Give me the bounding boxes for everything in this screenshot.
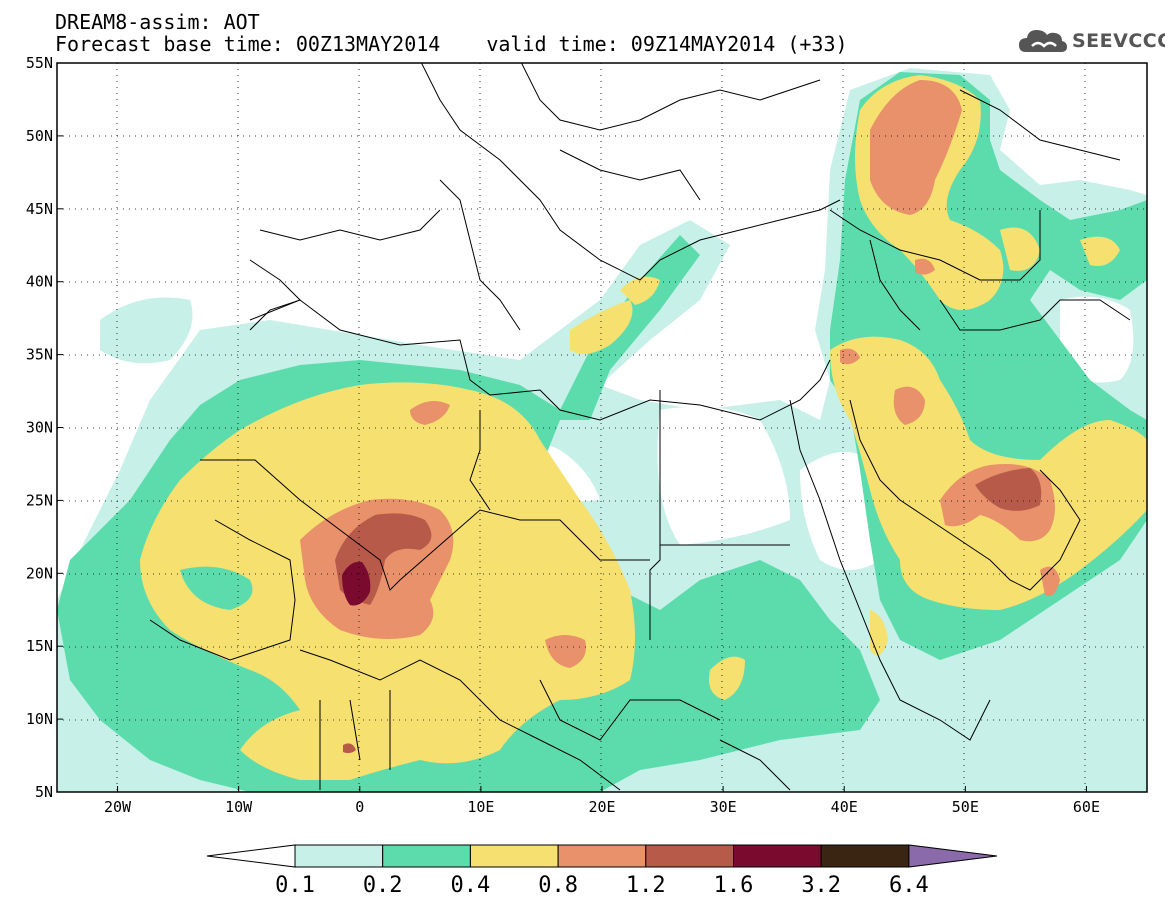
lon-label: 10E <box>467 798 494 816</box>
base-time: Forecast base time: 00Z13MAY2014 <box>55 32 441 56</box>
aot-band-1.6 <box>342 561 371 606</box>
lat-label: 10N <box>26 710 53 728</box>
colorbar-segment <box>557 844 647 868</box>
colorbar-label: 3.2 <box>801 873 841 898</box>
lat-label: 5N <box>35 783 53 801</box>
colorbar-segment <box>820 844 910 868</box>
colorbar: 0.1 0.2 0.4 0.8 1.2 1.6 3.2 6.4 <box>206 844 997 898</box>
lon-label: 40E <box>831 798 858 816</box>
colorbar-label: 0.8 <box>538 873 578 898</box>
colorbar-label: 0.4 <box>451 873 491 898</box>
colorbar-segment <box>294 844 384 868</box>
lat-label: 15N <box>26 637 53 655</box>
colorbar-label: 6.4 <box>889 873 929 898</box>
lon-label: 30E <box>710 798 737 816</box>
cloud-icon <box>1019 30 1067 52</box>
lat-label: 35N <box>26 346 53 364</box>
lon-label: 20E <box>588 798 615 816</box>
valid-time: valid time: 09Z14MAY2014 (+33) <box>486 32 848 56</box>
lon-label: 20W <box>104 798 132 816</box>
lat-label: 20N <box>26 564 53 582</box>
logo-text: SEEVCCC <box>1072 30 1165 52</box>
lat-label: 50N <box>26 127 53 145</box>
lat-label: 45N <box>26 200 53 218</box>
colorbar-segment <box>469 844 559 868</box>
colorbar-low-arrow <box>206 844 296 868</box>
map-title: DREAM8-assim: AOT <box>55 10 260 34</box>
aot-field <box>57 68 1147 792</box>
colorbar-segment <box>733 844 822 868</box>
colorbar-label: 1.6 <box>714 873 754 898</box>
colorbar-label: 0.2 <box>363 873 403 898</box>
colorbar-label: 1.2 <box>626 873 666 898</box>
lon-axis: 20W 10W 0 10E 20E 30E 40E 50E 60E <box>104 786 1100 816</box>
colorbar-segment <box>645 844 734 868</box>
colorbar-label: 0.1 <box>275 873 315 898</box>
lat-label: 30N <box>26 419 53 437</box>
country-boundaries <box>149 63 1131 791</box>
lat-label: 55N <box>26 54 53 72</box>
colorbar-segment <box>382 844 471 868</box>
time-info: Forecast base time: 00Z13MAY2014 valid ti… <box>55 34 848 54</box>
seevccc-logo: SEEVCCC <box>1018 24 1165 58</box>
lon-label: 10W <box>225 798 253 816</box>
lat-axis: 55N 50N 45N 40N 35N 30N 25N 20N 15N 10N 5N <box>26 54 63 801</box>
lon-label: 50E <box>952 798 979 816</box>
lon-label: 0 <box>355 798 364 816</box>
lat-label: 25N <box>26 491 53 509</box>
colorbar-high-arrow <box>908 844 997 868</box>
lat-label: 40N <box>26 273 53 291</box>
lon-label: 60E <box>1073 798 1100 816</box>
